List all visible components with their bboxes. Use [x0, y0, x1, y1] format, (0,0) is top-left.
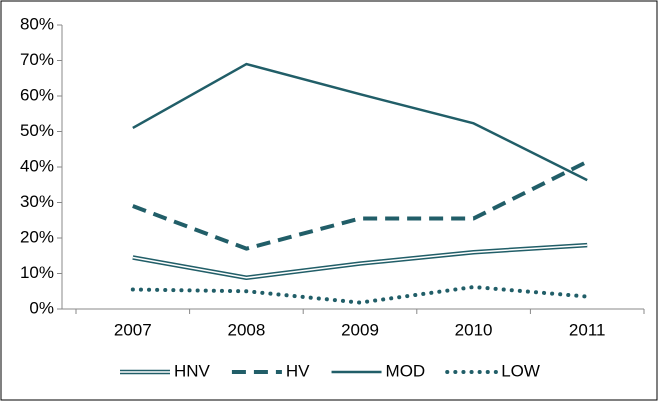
- y-tick-label: 70%: [20, 50, 54, 69]
- series-line: [132, 62, 588, 182]
- x-tick-label: 2010: [455, 320, 493, 339]
- series-line: [130, 284, 590, 305]
- legend-label: LOW: [501, 361, 540, 380]
- legend-label: MOD: [386, 361, 426, 380]
- y-tick-label: 40%: [20, 156, 54, 175]
- legend-label: HV: [286, 361, 310, 380]
- legend-label: HNV: [174, 361, 211, 380]
- series-line-inner: [132, 244, 588, 279]
- y-tick-label: 60%: [20, 85, 54, 104]
- y-tick-label: 30%: [20, 192, 54, 211]
- x-tick-label: 2007: [114, 320, 152, 339]
- y-tick-label: 50%: [20, 121, 54, 140]
- y-tick-label: 20%: [20, 227, 54, 246]
- x-tick-label: 2009: [341, 320, 379, 339]
- y-tick-label: 10%: [20, 263, 54, 282]
- x-tick-label: 2011: [569, 320, 606, 339]
- y-tick-label: 0%: [29, 298, 54, 317]
- x-tick-label: 2008: [227, 320, 265, 339]
- y-tick-label: 80%: [20, 14, 54, 33]
